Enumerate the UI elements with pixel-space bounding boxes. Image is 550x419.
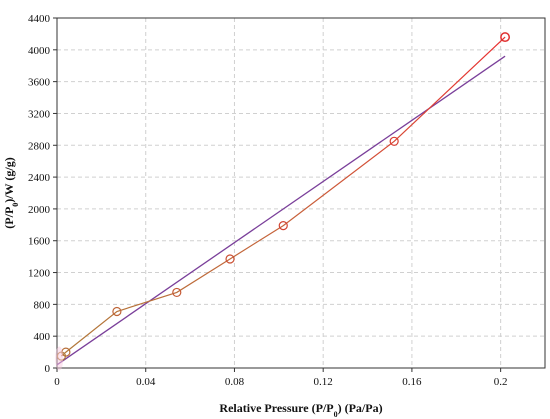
x-tick-label: 0.04: [136, 376, 156, 388]
x-tick-label: 0.08: [225, 376, 245, 388]
y-tick-label: 400: [34, 331, 51, 343]
y-tick-label: 1600: [28, 236, 51, 248]
x-tick-label: 0.2: [494, 376, 508, 388]
data-point: [389, 136, 399, 146]
y-tick-label: 2400: [28, 172, 51, 184]
series-layer: [55, 32, 511, 371]
data-point: [278, 221, 288, 231]
y-tick-label: 3600: [28, 77, 51, 89]
y-tick-label: 800: [34, 299, 51, 311]
x-tick-label: 0: [54, 376, 60, 388]
grid-lines: [56, 18, 545, 368]
y-tick-label: 2000: [28, 204, 51, 216]
y-tick-label: 1200: [28, 268, 51, 280]
y-axis-label: (P/P0)/W (g/g): [2, 157, 20, 228]
x-tick-label: 0.16: [402, 376, 422, 388]
plot-frame: [56, 17, 546, 369]
y-tick-label: 3200: [28, 108, 51, 120]
y-tick-label: 4400: [28, 13, 51, 25]
data-point: [172, 287, 182, 298]
origin-highlight: [55, 346, 64, 371]
y-tick-label: 2800: [28, 140, 51, 152]
x-axis-label: Relative Pressure (P/P0) (Pa/Pa): [219, 401, 382, 419]
linear-fit-line: [56, 55, 506, 366]
data-point: [225, 254, 235, 264]
y-tick-label: 0: [45, 363, 51, 375]
x-axis-ticks: 0 0.04 0.08 0.12 0.16 0.2: [54, 368, 508, 388]
data-point: [112, 306, 122, 317]
y-tick-label: 4000: [28, 45, 51, 57]
x-tick-label: 0.12: [314, 376, 333, 388]
data-point: [500, 32, 511, 43]
measured-line: [61, 36, 506, 357]
y-axis-ticks: 0 400 800 1200 1600 2000 2400 2800 3200 3600 4000 4…: [28, 13, 57, 375]
